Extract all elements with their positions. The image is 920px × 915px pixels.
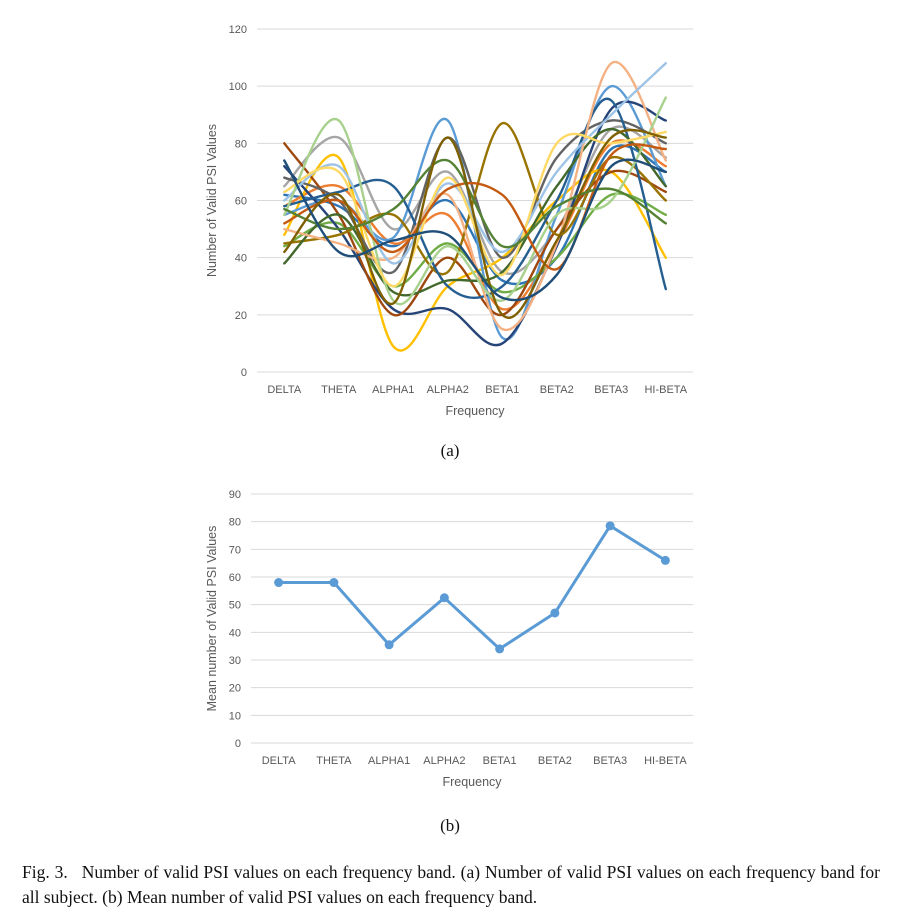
x-tick-label: ALPHA1 — [368, 755, 410, 767]
y-tick-label: 0 — [241, 367, 247, 379]
y-tick-label: 40 — [235, 253, 247, 265]
y-tick-label: 70 — [229, 544, 241, 556]
data-point — [274, 578, 284, 588]
y-tick-label: 40 — [229, 627, 241, 639]
x-tick-label: HI-BETA — [644, 384, 687, 396]
y-tick-label: 0 — [235, 738, 241, 750]
series-line-15 — [283, 96, 667, 306]
y-tick-label: 10 — [229, 710, 241, 722]
y-tick-label: 60 — [229, 572, 241, 584]
data-point — [384, 640, 394, 650]
y-tick-label: 60 — [235, 196, 247, 208]
figure-caption: Fig. 3. Number of valid PSI values on eac… — [22, 860, 880, 910]
x-tick-label: BETA1 — [483, 755, 517, 767]
y-tick-label: 80 — [229, 517, 241, 529]
x-tick-label: HI-BETA — [644, 755, 687, 767]
series-line-1 — [277, 524, 667, 651]
panel-label-b: (b) — [440, 816, 460, 835]
x-tick-label: DELTA — [267, 384, 301, 396]
x-tick-label: THETA — [316, 755, 352, 767]
data-point — [660, 555, 670, 565]
chart-b: 0 10 20 30 40 50 60 70 80 90 DELTA THETA ALPHA1 ALPHA… — [205, 489, 693, 789]
series-line-16 — [283, 130, 667, 288]
y-tick-label: 80 — [235, 138, 247, 150]
x-tick-label: BETA3 — [593, 755, 627, 767]
data-point — [329, 578, 339, 588]
panel-label-a: (a) — [441, 441, 460, 460]
x-tick-label: BETA2 — [540, 384, 574, 396]
x-tick-label: BETA2 — [538, 755, 572, 767]
data-point — [495, 644, 505, 654]
y-tick-label: 90 — [229, 489, 241, 501]
x-axis-title: Frequency — [445, 404, 505, 418]
series-line-12 — [283, 127, 667, 297]
x-tick-label: ALPHA2 — [423, 755, 465, 767]
data-point — [550, 608, 560, 618]
x-tick-label: DELTA — [262, 755, 296, 767]
caption-text: Number of valid PSI values on each frequ… — [22, 862, 880, 907]
series-line-14 — [283, 62, 667, 265]
y-axis-title: Number of Valid PSI Values — [205, 124, 219, 277]
series-line-18 — [283, 158, 667, 249]
x-tick-label: ALPHA1 — [372, 384, 414, 396]
data-point — [439, 593, 449, 603]
chart-a: 0 20 40 60 80 100 120 DELTA THETA ALPHA1 ALPHA2 BET… — [205, 24, 693, 418]
x-tick-label: ALPHA2 — [427, 384, 469, 396]
y-tick-label: 120 — [229, 24, 247, 36]
y-tick-label: 50 — [229, 600, 241, 612]
y-tick-label: 20 — [235, 310, 247, 322]
series-line-19 — [283, 128, 667, 319]
caption-label: Fig. 3. — [22, 862, 68, 882]
y-tick-label: 30 — [229, 655, 241, 667]
data-point — [605, 521, 615, 531]
y-tick-label: 100 — [229, 81, 247, 93]
x-axis-title: Frequency — [442, 775, 502, 789]
y-axis-title: Mean number of Valid PSI Values — [205, 526, 219, 712]
series-line-11 — [283, 97, 667, 300]
x-tick-label: BETA1 — [485, 384, 519, 396]
x-tick-label: THETA — [321, 384, 357, 396]
series-line-20 — [283, 158, 667, 302]
x-tick-label: BETA3 — [594, 384, 628, 396]
y-tick-label: 20 — [229, 683, 241, 695]
